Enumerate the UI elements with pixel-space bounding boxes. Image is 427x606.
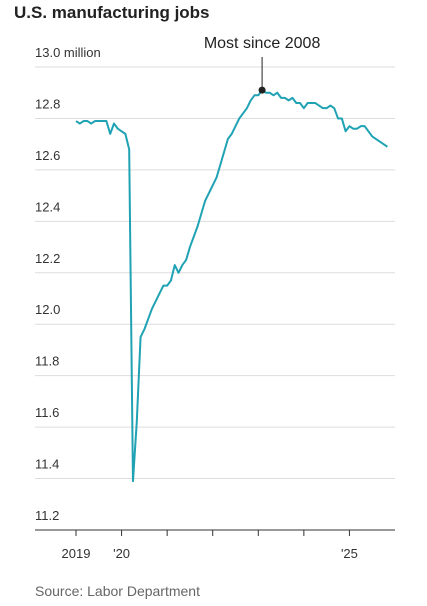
y-tick-label: 12.6: [35, 148, 60, 163]
y-tick-label: 12.8: [35, 96, 60, 111]
y-tick-label: 11.2: [35, 508, 59, 523]
y-tick-label: 12.2: [35, 251, 60, 266]
y-tick-label: 12.4: [35, 199, 60, 214]
chart-title: U.S. manufacturing jobs: [14, 3, 210, 22]
x-tick-label: '25: [341, 546, 358, 561]
y-tick-label: 11.6: [35, 405, 59, 420]
source: Source: Labor Department: [35, 583, 200, 599]
y-tick-label: 12.0: [35, 302, 60, 317]
x-tick-label: 2019: [62, 546, 91, 561]
y-tick-label: 11.4: [35, 457, 59, 472]
annotation-dot: [258, 86, 266, 94]
annotation: Most since 2008: [204, 35, 321, 52]
x-tick-label: '20: [113, 546, 130, 561]
y-tick-label: 11.8: [35, 354, 59, 369]
line: [75, 89, 388, 483]
y-tick-label: 13.0 million: [35, 45, 101, 60]
